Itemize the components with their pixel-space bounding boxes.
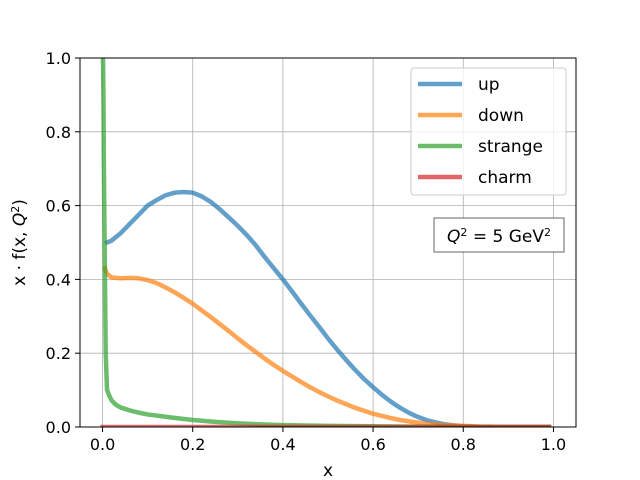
x-axis-label: x bbox=[323, 461, 333, 480]
y-tick-label: 0.0 bbox=[46, 418, 71, 437]
y-axis-label-suffix: ) bbox=[10, 199, 30, 206]
y-tick-label: 0.4 bbox=[46, 270, 71, 289]
annotation-text: Q2 = 5 GeV2 bbox=[447, 226, 551, 248]
x-tick-label: 0.2 bbox=[180, 435, 205, 454]
legend: up down strange charm bbox=[410, 67, 567, 196]
annotation-sup2: 2 bbox=[544, 226, 551, 239]
y-tick-label: 1.0 bbox=[46, 49, 71, 68]
y-tick-label: 0.2 bbox=[46, 344, 71, 363]
y-tick-label: 0.6 bbox=[46, 197, 71, 216]
x-tick-label: 0.0 bbox=[90, 435, 115, 454]
x-axis: 0.0 0.2 0.4 0.6 0.8 1.0 bbox=[90, 427, 566, 454]
q2-annotation: Q2 = 5 GeV2 bbox=[433, 217, 565, 253]
y-axis-label-var: Q bbox=[10, 213, 30, 226]
y-axis: 0.0 0.2 0.4 0.6 0.8 1.0 bbox=[46, 49, 80, 437]
annotation-sup: 2 bbox=[460, 226, 467, 239]
annotation-box bbox=[433, 217, 565, 253]
y-axis-label-prefix: x · f(x, bbox=[10, 226, 30, 286]
x-tick-label: 0.6 bbox=[360, 435, 385, 454]
plot-frame bbox=[79, 57, 577, 428]
annotation-var: Q bbox=[447, 227, 460, 247]
y-axis-label-sup: 2 bbox=[9, 206, 22, 213]
legend-label-charm: charm bbox=[478, 168, 532, 188]
y-tick-label: 0.8 bbox=[46, 123, 71, 142]
y-axis-label: x · f(x, Q2) bbox=[9, 199, 31, 286]
x-tick-label: 0.4 bbox=[270, 435, 295, 454]
legend-box bbox=[410, 67, 567, 196]
legend-label-strange: strange bbox=[478, 137, 543, 157]
legend-label-down: down bbox=[478, 106, 524, 126]
x-tick-label: 0.8 bbox=[451, 435, 476, 454]
annotation-eq: = 5 GeV bbox=[467, 227, 544, 247]
legend-label-up: up bbox=[478, 75, 500, 95]
x-tick-label: 1.0 bbox=[541, 435, 566, 454]
